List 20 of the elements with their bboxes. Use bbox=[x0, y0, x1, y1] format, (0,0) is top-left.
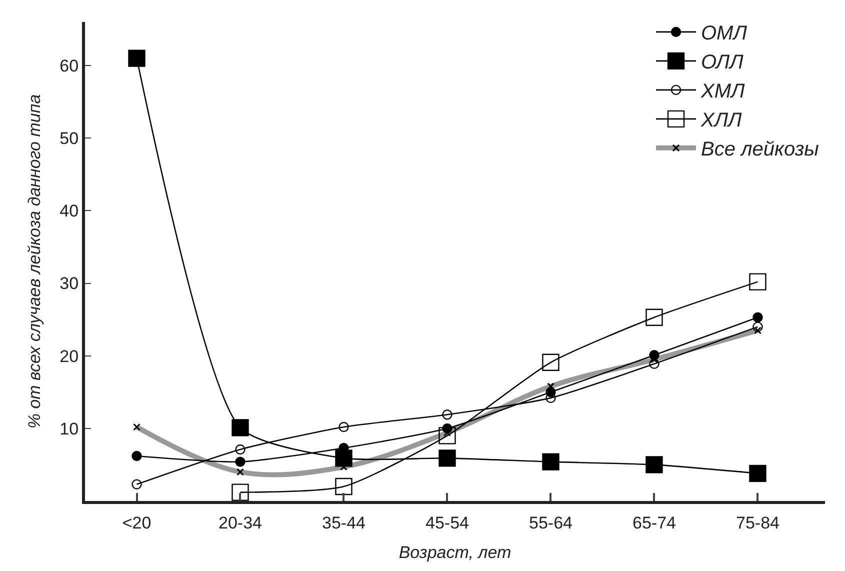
x-tick-label: 55-64 bbox=[528, 513, 572, 532]
x-tick-label: 75-84 bbox=[736, 513, 780, 532]
legend-label: ОМЛ bbox=[701, 22, 748, 45]
y-tick-label: 40 bbox=[60, 202, 79, 221]
x-tick-label: 65-74 bbox=[632, 513, 676, 532]
legend-label: ХЛЛ bbox=[700, 110, 742, 132]
x-tick-label: 35-44 bbox=[322, 513, 366, 532]
x-tick-label: 45-54 bbox=[426, 513, 469, 532]
y-axis-title: % от всех случаев лейкоза данного типа bbox=[25, 94, 44, 429]
y-tick-label: 60 bbox=[60, 56, 79, 76]
x-tick-label: 20-34 bbox=[218, 513, 262, 532]
y-tick-label: 20 bbox=[60, 346, 79, 366]
legend-label: ХМЛ bbox=[700, 80, 745, 103]
x-axis-title: Возраст, лет bbox=[398, 542, 512, 562]
y-tick-label: 50 bbox=[60, 129, 79, 148]
y-tick-label: 10 bbox=[60, 419, 79, 438]
x-tick-label: <20 bbox=[122, 513, 152, 532]
legend-label: Все лейкозы bbox=[701, 138, 820, 161]
legend-label: ОЛЛ bbox=[701, 52, 744, 74]
y-tick-label: 30 bbox=[60, 274, 79, 294]
